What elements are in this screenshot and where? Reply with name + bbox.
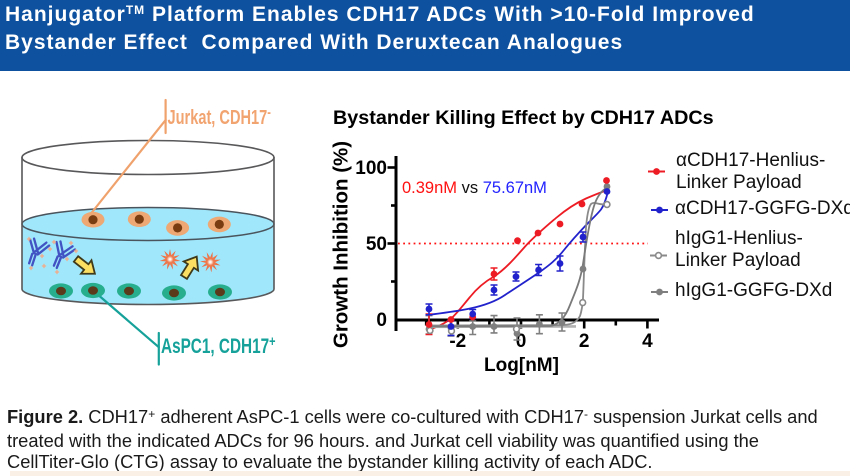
svg-text:hIgG1-Henlius-: hIgG1-Henlius- [675,228,803,249]
svg-text:2: 2 [579,331,590,352]
svg-text:Linker Payload: Linker Payload [676,172,802,193]
svg-text:Bystander Killing Effect by CD: Bystander Killing Effect by CDH17 ADCs [333,107,714,129]
svg-text:Linker Payload: Linker Payload [675,250,801,271]
svg-text:0: 0 [516,331,527,352]
svg-text:AsPC1, CDH17+: AsPC1, CDH17+ [161,332,276,357]
svg-text:αCDH17-GGFG-DXd: αCDH17-GGFG-DXd [675,198,850,219]
svg-text:50: 50 [366,234,387,255]
svg-text:100: 100 [355,158,387,179]
svg-text:Log[nM]: Log[nM] [484,355,559,376]
svg-text:0: 0 [376,310,387,331]
svg-text:αCDH17-Henlius-: αCDH17-Henlius- [676,150,825,171]
svg-text:4: 4 [642,331,653,352]
svg-text:Growth Inhibition (%): Growth Inhibition (%) [330,141,353,348]
svg-text:0.39nM vs 75.67nM: 0.39nM vs 75.67nM [402,179,547,197]
svg-text:hIgG1-GGFG-DXd: hIgG1-GGFG-DXd [675,280,832,301]
svg-text:Jurkat, CDH17-: Jurkat, CDH17- [168,103,271,128]
